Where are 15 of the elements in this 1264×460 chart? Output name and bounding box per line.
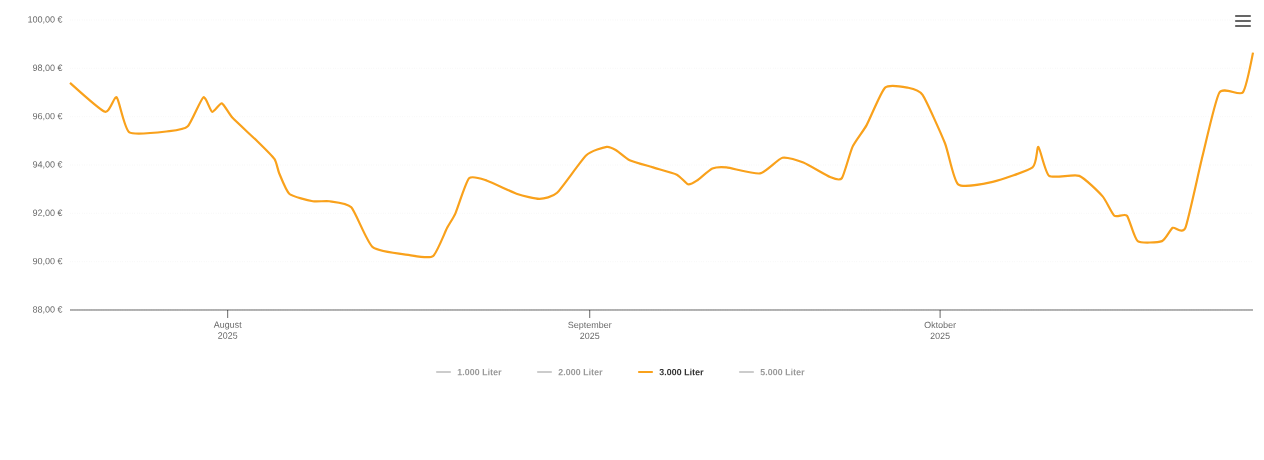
y-tick-label: 98,00 € — [33, 64, 63, 73]
x-tick-label: September 2025 — [568, 321, 612, 340]
legend-label: 2.000 Liter — [558, 368, 603, 376]
y-tick-label: 94,00 € — [33, 161, 63, 169]
line-series — [68, 51, 1255, 259]
y-tick-label: 90,00 € — [33, 257, 63, 266]
y-tick-label: 88,00 € — [32, 306, 63, 314]
x-tick-label: Oktober 2025 — [924, 321, 956, 340]
legend-label: 3.000 Liter — [659, 368, 704, 376]
y-tick-label: 92,00 € — [33, 209, 63, 218]
y-tick-label: 100,00 € — [28, 16, 63, 24]
y-tick-label: 96,00 € — [33, 112, 63, 121]
legend-label: 1.000 Liter — [457, 368, 502, 376]
legend-label: 5.000 Liter — [760, 368, 805, 376]
x-tick-label: August 2025 — [213, 321, 242, 339]
